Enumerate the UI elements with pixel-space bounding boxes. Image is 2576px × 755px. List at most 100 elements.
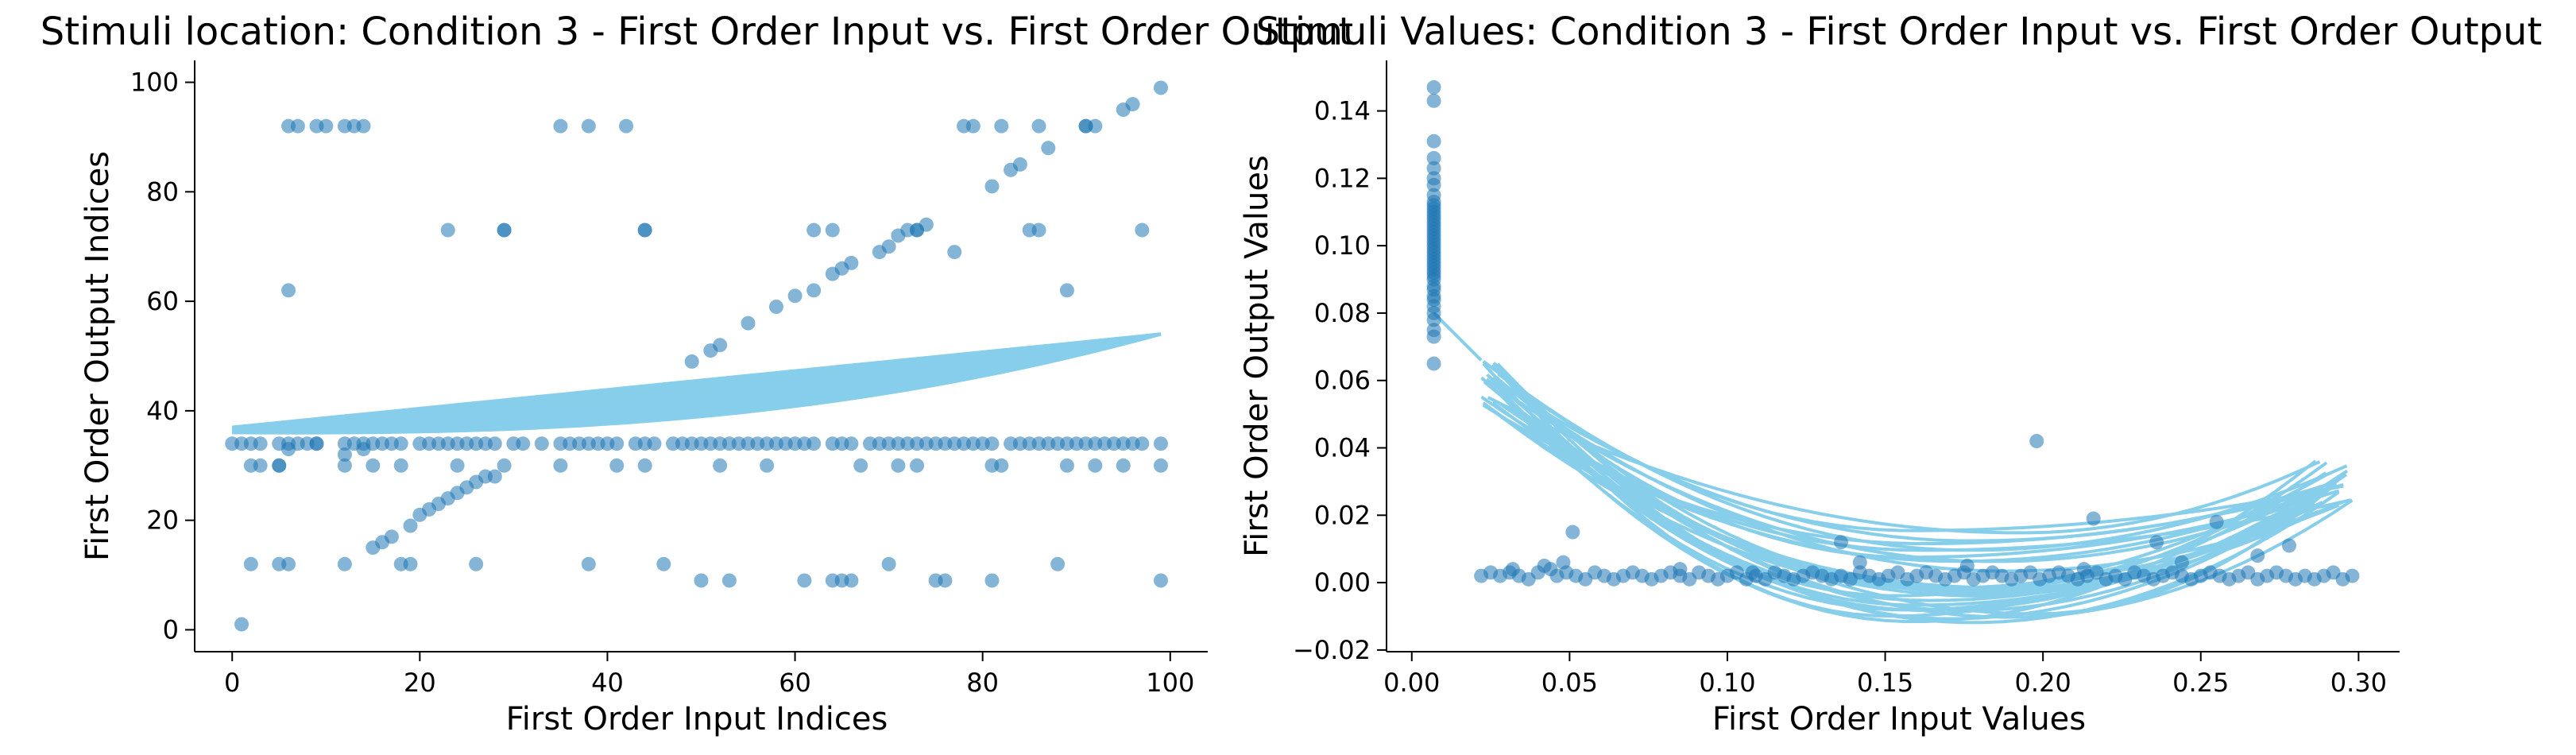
scatter-point — [281, 442, 296, 457]
scatter-point — [319, 118, 334, 134]
right-fit-lines — [1433, 312, 2354, 625]
fit-line — [1482, 401, 2324, 598]
right-x-axis-label: First Order Input Values — [1712, 701, 2086, 738]
x-tick-label: 40 — [591, 668, 624, 698]
scatter-point — [290, 118, 305, 134]
x-tick-label: 0.25 — [2172, 668, 2229, 698]
scatter-point — [844, 573, 859, 588]
y-tick-label: 100 — [130, 68, 179, 98]
x-tick-label: 0 — [224, 668, 240, 698]
y-tick-label: 0 — [163, 614, 179, 645]
scatter-point — [2174, 555, 2189, 570]
y-tick-label: 0.14 — [1314, 96, 1371, 126]
y-tick-label: 0.04 — [1314, 433, 1371, 463]
scatter-point — [647, 436, 662, 451]
scatter-point — [1153, 573, 1168, 588]
scatter-point — [656, 556, 671, 571]
fit-line — [1503, 372, 2327, 618]
scatter-point — [281, 556, 296, 571]
scatter-point — [825, 223, 840, 238]
scatter-point — [1125, 97, 1140, 112]
y-tick-label: 60 — [146, 286, 179, 316]
left-axes: 0 20 40 60 80 100 0 20 40 60 80 100 — [130, 60, 1208, 698]
scatter-point — [440, 223, 455, 238]
scatter-point — [1059, 283, 1074, 298]
scatter-point — [637, 223, 652, 238]
scatter-point — [1153, 436, 1168, 451]
scatter-point — [553, 118, 568, 134]
fit-line — [1487, 396, 2321, 535]
scatter-point — [2345, 568, 2360, 583]
scatter-point — [393, 556, 408, 571]
fit-line — [1480, 395, 2318, 563]
scatter-point — [1050, 556, 1066, 571]
scatter-point — [337, 458, 352, 473]
x-tick-label: 0.10 — [1699, 668, 1755, 698]
right-y-axis-label: First Order Output Values — [1239, 155, 1275, 557]
scatter-point — [1012, 157, 1027, 172]
scatter-point — [1088, 458, 1103, 473]
scatter-point — [684, 354, 699, 369]
y-tick-label: 0.12 — [1314, 163, 1371, 193]
left-chart-title: Stimuli location: Condition 3 - First Or… — [41, 10, 1353, 54]
x-tick-label: 100 — [1146, 668, 1194, 698]
scatter-point — [1153, 458, 1168, 473]
scatter-point — [713, 458, 728, 473]
fit-line — [1433, 312, 1483, 362]
fit-line — [1491, 363, 2329, 598]
left-scatter-points — [225, 80, 1168, 632]
scatter-point — [309, 436, 324, 451]
scatter-point — [984, 179, 1000, 194]
scatter-point — [384, 529, 399, 544]
scatter-point — [760, 458, 775, 473]
scatter-point — [1041, 141, 1056, 156]
left-y-axis-label: First Order Output Indices — [79, 151, 116, 561]
scatter-point — [1022, 223, 1037, 238]
scatter-point — [497, 458, 512, 473]
scatter-point — [1426, 93, 1441, 108]
scatter-point — [694, 573, 709, 588]
scatter-point — [609, 436, 625, 451]
scatter-point — [947, 245, 962, 260]
scatter-point — [637, 458, 652, 473]
scatter-point — [806, 283, 822, 298]
scatter-point — [553, 458, 568, 473]
fit-line — [1485, 378, 2317, 563]
fit-line — [232, 332, 1162, 435]
scatter-point — [787, 288, 803, 304]
scatter-point — [403, 518, 418, 533]
scatter-point — [450, 458, 465, 473]
scatter-point — [1031, 118, 1046, 134]
x-tick-label: 0.00 — [1383, 668, 1440, 698]
scatter-point — [1959, 558, 1975, 573]
y-tick-label: 20 — [146, 505, 179, 536]
scatter-point — [337, 556, 352, 571]
left-fit-lines — [231, 332, 1162, 435]
x-tick-label: 0.30 — [2330, 668, 2387, 698]
left-subplot: Stimuli location: Condition 3 - First Or… — [41, 10, 1353, 738]
scatter-point — [881, 239, 896, 254]
scatter-point — [891, 458, 906, 473]
scatter-point — [534, 436, 549, 451]
scatter-point — [853, 458, 868, 473]
scatter-point — [469, 556, 484, 571]
scatter-point — [1116, 458, 1131, 473]
scatter-point — [1556, 555, 1571, 570]
scatter-point — [1426, 79, 1441, 95]
scatter-point — [1673, 562, 1688, 577]
x-tick-label: 80 — [966, 668, 999, 698]
scatter-point — [721, 573, 737, 588]
y-tick-label: 40 — [146, 396, 179, 426]
scatter-point — [965, 118, 981, 134]
scatter-point — [1135, 223, 1150, 238]
scatter-point — [243, 556, 258, 571]
scatter-point — [2029, 434, 2044, 449]
scatter-point — [581, 556, 596, 571]
scatter-point — [1426, 188, 1441, 203]
scatter-point — [1426, 150, 1441, 165]
scatter-point — [393, 436, 408, 451]
x-tick-label: 20 — [404, 668, 436, 698]
x-tick-label: 0.15 — [1857, 668, 1913, 698]
scatter-point — [2076, 562, 2091, 577]
